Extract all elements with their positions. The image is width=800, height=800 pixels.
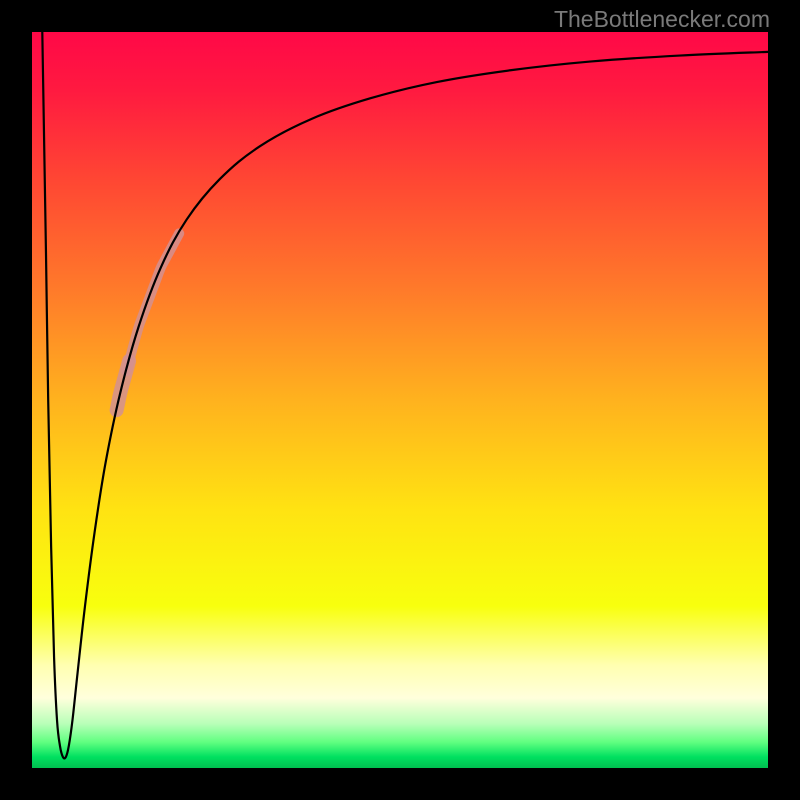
highlight-segment — [126, 233, 179, 371]
bottleneck-curve — [42, 32, 768, 758]
plot-area — [32, 32, 768, 768]
curve-layer — [32, 32, 768, 768]
watermark-text: TheBottlenecker.com — [554, 6, 770, 33]
chart-container: TheBottlenecker.com — [0, 0, 800, 800]
